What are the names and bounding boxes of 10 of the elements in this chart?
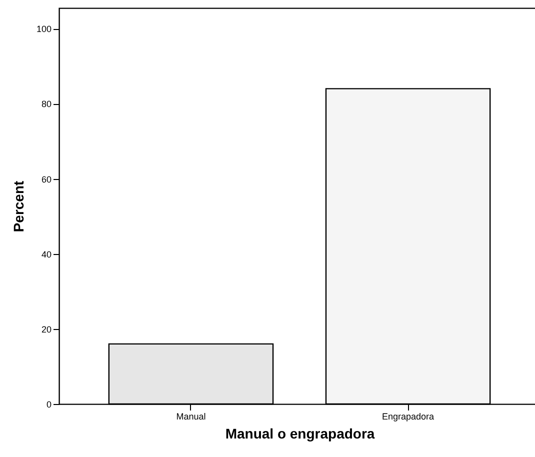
y-tick-label: 60 <box>41 174 52 184</box>
y-tick-label: 40 <box>41 249 52 260</box>
y-tick-label: 20 <box>41 324 52 334</box>
y-tick-label: 100 <box>36 24 52 34</box>
y-tick-label: 80 <box>41 99 52 110</box>
x-tick-label: Manual <box>176 412 206 422</box>
x-tick-label: Engrapadora <box>382 412 434 422</box>
x-axis-title: Manual o engrapadora <box>225 426 375 442</box>
y-tick-label: 0 <box>46 400 52 410</box>
y-axis-title: Percent <box>10 180 26 232</box>
